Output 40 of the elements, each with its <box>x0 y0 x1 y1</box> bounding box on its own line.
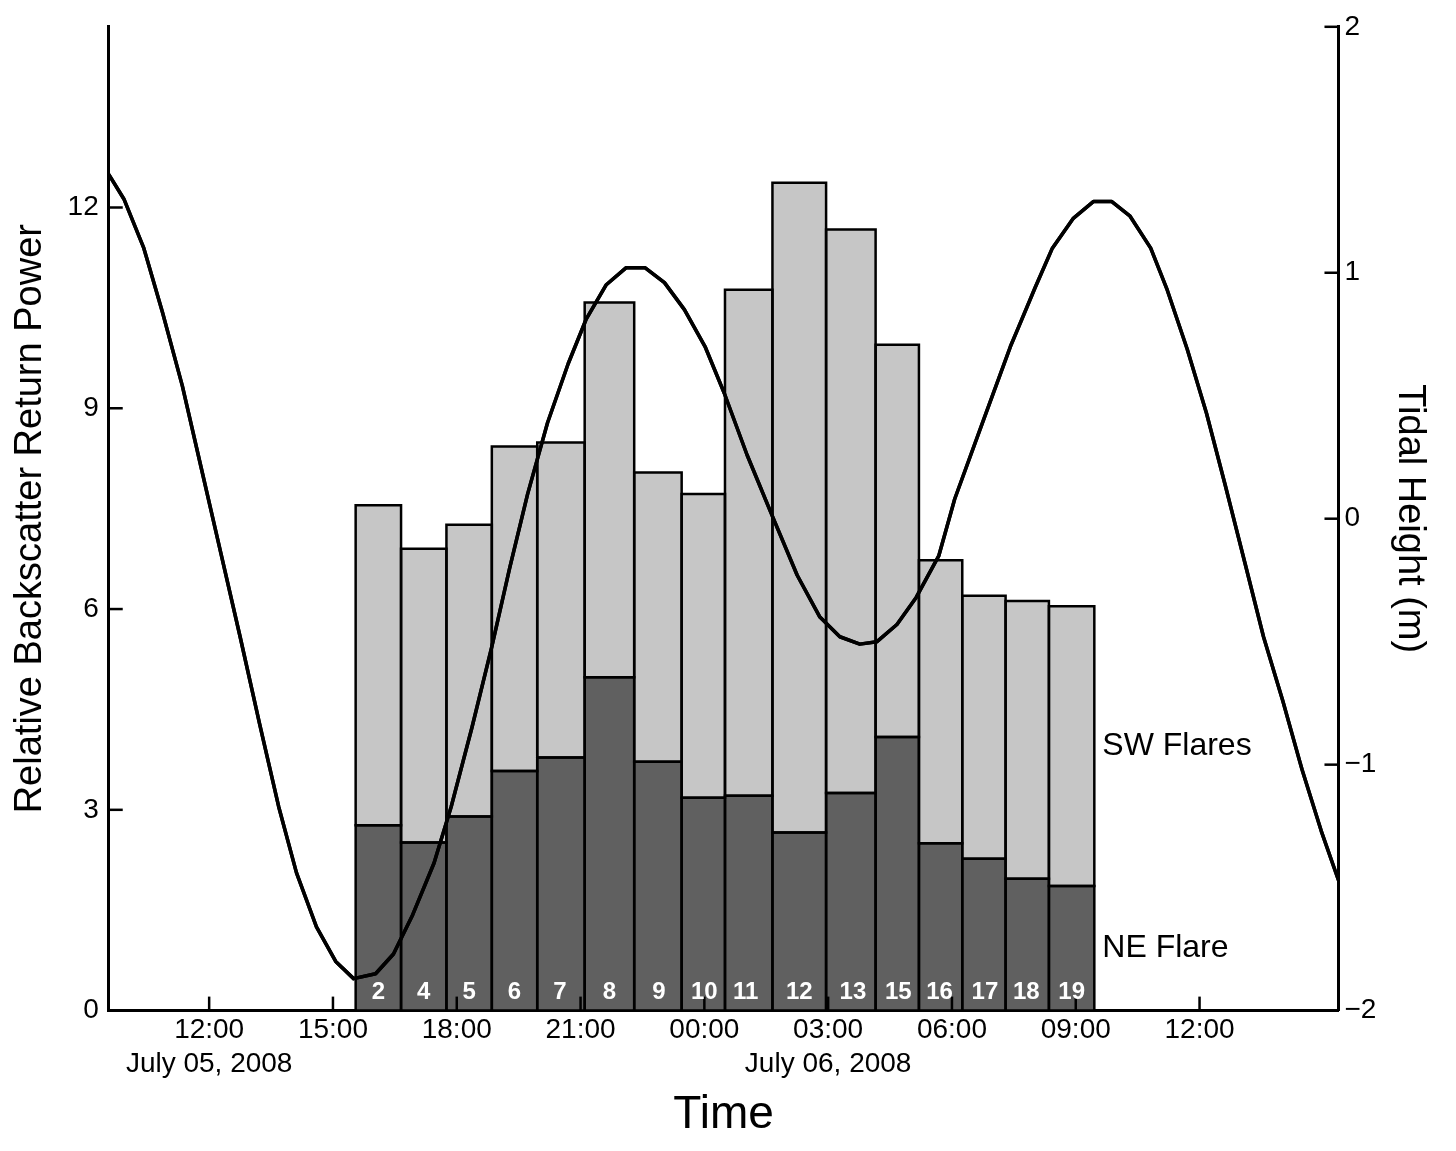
y2-tick-label: 2 <box>1344 9 1361 41</box>
annotation: 7 <box>553 977 567 1005</box>
x-tick-label: 18:00 <box>421 1013 492 1045</box>
annotation: 17 <box>971 977 999 1005</box>
y-tick-label: 3 <box>83 792 99 824</box>
x-tick-label: 00:00 <box>669 1013 740 1045</box>
series-label: SW Flares <box>1102 726 1252 763</box>
annotation: 18 <box>1012 977 1040 1005</box>
y2-tick-label: −1 <box>1344 747 1377 779</box>
y2-axis-title: Tidal Height (m) <box>1390 384 1433 654</box>
annotation: 13 <box>839 977 867 1005</box>
x-tick-label: 03:00 July 06, 2008 <box>744 1013 912 1078</box>
x-tick-label: 15:00 <box>297 1013 368 1045</box>
annotation: 5 <box>462 977 476 1005</box>
annotation: 16 <box>926 977 953 1005</box>
series-label: NE Flare <box>1102 928 1229 965</box>
annotation: 9 <box>652 977 666 1005</box>
y2-tick-label: 1 <box>1344 255 1361 287</box>
y-tick-label: 6 <box>83 591 99 623</box>
y-tick-label: 12 <box>67 190 99 222</box>
y2-tick-label: 0 <box>1344 501 1361 533</box>
x-tick-label: 21:00 <box>545 1013 616 1045</box>
annotation: 4 <box>417 977 432 1005</box>
annotation: 10 <box>691 977 718 1005</box>
y-axis-title: Relative Backscatter Return Power <box>7 223 50 814</box>
annotation: 19 <box>1058 977 1085 1005</box>
annotation: 6 <box>507 977 522 1005</box>
x-tick-label: 12:00 <box>1164 1013 1235 1045</box>
annotation: 11 <box>732 977 759 1005</box>
x-tick-label: 09:00 <box>1040 1013 1111 1045</box>
annotation: 2 <box>371 977 386 1005</box>
x-tick-label: 12:00 July 05, 2008 <box>125 1013 293 1078</box>
y2-tick-label: −2 <box>1344 993 1377 1025</box>
y-tick-label: 9 <box>83 390 99 422</box>
x-tick-label: 06:00 <box>916 1013 987 1045</box>
y-tick-label: 0 <box>83 993 99 1025</box>
x-axis-title: Time <box>673 1086 774 1139</box>
annotation: 15 <box>884 977 912 1005</box>
annotation: 8 <box>602 977 617 1005</box>
annotation: 12 <box>785 977 813 1005</box>
